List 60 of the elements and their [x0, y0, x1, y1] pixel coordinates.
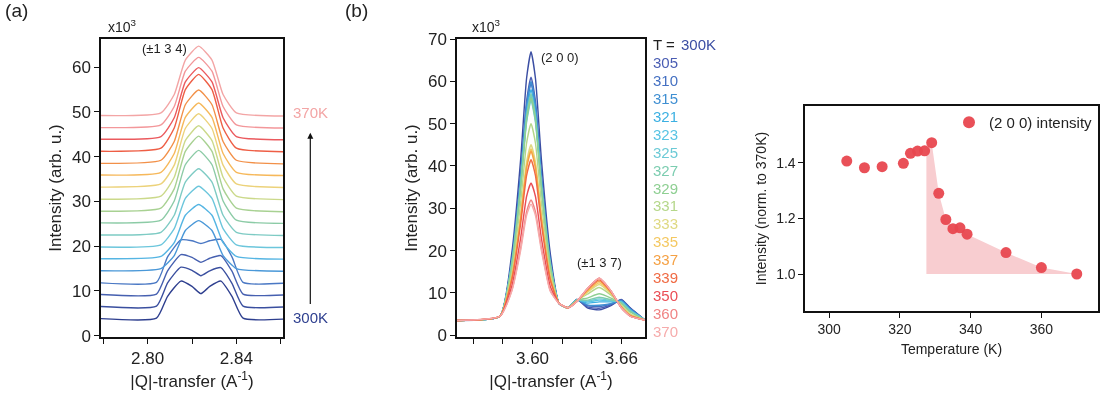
chart-title: (a): [5, 0, 29, 22]
y-tick-label: 20: [428, 241, 447, 261]
series-label: 370: [653, 323, 679, 340]
y-tick-label: 30: [72, 192, 91, 212]
x-axis-title: |Q|-transfer (A$^{-1}$): [130, 368, 254, 392]
x-axis-title: |Q|-transfer (A$^{-1}$): [489, 368, 613, 392]
y-tick-label: 70: [428, 29, 447, 49]
x-tick-label: 3.66: [604, 349, 638, 368]
y-axis-title: Intensity (arb. u.): [45, 124, 65, 252]
x-tick-label: 3.60: [515, 349, 550, 368]
text: 327: [653, 162, 679, 179]
y-tick-label: 60: [428, 72, 447, 92]
text: 333: [653, 215, 679, 232]
x-tick-label: 2.84: [219, 349, 253, 368]
text: 370K: [293, 104, 329, 121]
text: 339: [653, 269, 679, 286]
y-tick-label: 40: [428, 156, 447, 176]
text: 315: [653, 90, 679, 107]
legend-title: T =: [653, 36, 676, 53]
x-tick-label: 360: [1029, 321, 1054, 338]
chart-title: (b): [345, 0, 369, 22]
y-axis-title: Intensity (arb. u.): [401, 124, 421, 252]
text: 305: [653, 54, 679, 71]
legend-label: (2 0 0) intensity: [989, 114, 1093, 132]
y-tick-label: 50: [428, 114, 447, 134]
x-tick-label: 320: [888, 321, 912, 338]
y-tick-label: 1.4: [776, 154, 796, 171]
y-tick-label: 60: [72, 58, 91, 78]
text: x10$^{3}$: [472, 17, 501, 35]
y-tick-label: 10: [428, 283, 447, 303]
text: 329: [653, 180, 679, 197]
text: 337: [653, 251, 679, 268]
text: 331: [653, 197, 679, 214]
y-axis-title: Intensity (norm. to 370K): [753, 131, 770, 286]
text: 321: [653, 108, 679, 125]
annotation: (±1 3 7): [577, 255, 622, 270]
y-tick-label: 30: [428, 199, 447, 219]
text: 323: [653, 126, 679, 143]
y-tick-label: 1.2: [776, 210, 796, 227]
text: x10$^{3}$: [108, 17, 137, 35]
y-tick-label: 10: [72, 281, 91, 301]
text: 300K: [681, 36, 717, 53]
x-axis-title: Temperature (K): [900, 341, 1003, 358]
text: 335: [653, 233, 679, 250]
annotation: (±1 3 4): [142, 41, 187, 56]
series-label: 360: [653, 305, 679, 322]
x-tick-label: 300: [817, 321, 841, 338]
y-tick-label: 50: [72, 102, 91, 122]
y-tick-label: 20: [72, 237, 91, 257]
y-tick-label: 40: [72, 147, 91, 167]
x-tick-label: 2.80: [131, 349, 165, 368]
text: 325: [653, 144, 679, 161]
y-tick-label: 1.0: [776, 265, 796, 282]
series-label: 350: [653, 287, 679, 304]
annotation: (2 0 0): [541, 50, 579, 65]
text: 310: [653, 72, 679, 89]
y-tick-label: 0: [437, 326, 447, 346]
y-tick-label: 0: [81, 326, 91, 346]
x-tick-label: 340: [958, 321, 983, 338]
text: 300K: [293, 309, 329, 326]
